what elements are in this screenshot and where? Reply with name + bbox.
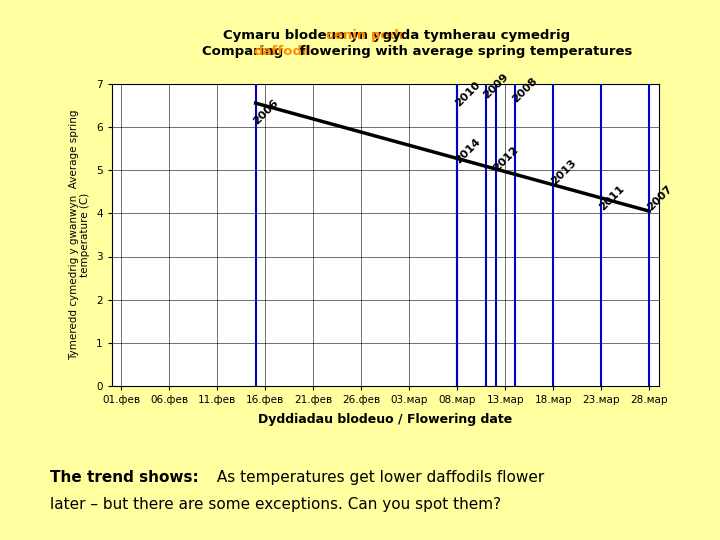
Text: The trend shows:: The trend shows:	[50, 470, 199, 485]
Text: As temperatures get lower daffodils flower: As temperatures get lower daffodils flow…	[212, 470, 544, 485]
Y-axis label: Tymeredd cymedrig y gwanwyn  Average spring
temperature (C): Tymeredd cymedrig y gwanwyn Average spri…	[69, 110, 91, 360]
Text: flowering with average spring temperatures: flowering with average spring temperatur…	[295, 45, 633, 58]
Text: 2011: 2011	[597, 184, 626, 212]
Text: 2009: 2009	[482, 71, 510, 100]
Text: 2012: 2012	[492, 145, 521, 173]
X-axis label: Dyddiadau blodeuo / Flowering date: Dyddiadau blodeuo / Flowering date	[258, 414, 513, 427]
Text: 2013: 2013	[549, 158, 578, 186]
Text: gyda tymherau cymedrig: gyda tymherau cymedrig	[378, 29, 570, 42]
Text: 2010: 2010	[453, 80, 482, 109]
Text: 2007: 2007	[645, 184, 674, 212]
Text: later – but there are some exceptions. Can you spot them?: later – but there are some exceptions. C…	[50, 497, 502, 512]
Text: Comparing: Comparing	[202, 45, 288, 58]
Text: Cymaru blodeuo yn y: Cymaru blodeuo yn y	[222, 29, 385, 42]
Text: 2008: 2008	[510, 76, 539, 104]
Text: cenin pedr: cenin pedr	[326, 29, 406, 42]
Text: daffodil: daffodil	[253, 45, 312, 58]
Text: 2006: 2006	[251, 97, 280, 126]
Text: 2014: 2014	[453, 136, 482, 165]
